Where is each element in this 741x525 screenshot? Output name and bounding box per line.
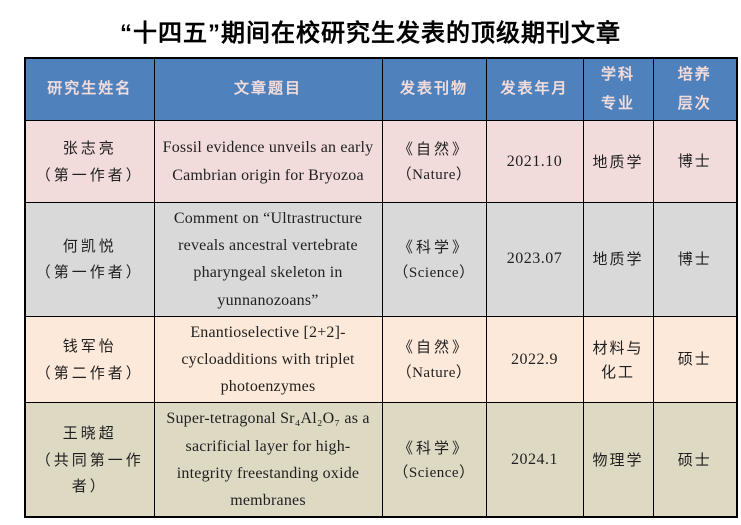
journal-table: 研究生姓名 文章题目 发表刊物 发表年月 学科 专业 培养 层次 张志亮 （第一作者… xyxy=(24,57,738,519)
column-header-article-title: 文章题目 xyxy=(153,57,383,121)
journal-name-cn: 《科学》 xyxy=(397,238,470,257)
author-role: （第一作者） xyxy=(35,165,144,184)
date-cell: 2024.1 xyxy=(485,402,584,518)
student-name-cell: 王晓超 （共同第一作者） xyxy=(24,402,155,518)
publish-date: 2023.07 xyxy=(506,250,563,268)
degree-level: 硕士 xyxy=(677,450,712,469)
discipline: 物理学 xyxy=(592,450,644,469)
article-title-cell: Super-tetragonal Sr₄Al₂O₇ as a sacrifici… xyxy=(153,402,383,518)
table-row: 张志亮 （第一作者） Fossil evidence unveils an ea… xyxy=(24,120,738,203)
discipline: 地质学 xyxy=(592,250,644,269)
journal-cell: 《科学》 （Science） xyxy=(381,202,487,317)
date-cell: 2023.07 xyxy=(485,202,584,317)
student-name-cell: 何凯悦 （第一作者） xyxy=(24,202,155,317)
journal-cell: 《科学》 （Science） xyxy=(381,402,487,518)
article-title-cell: Fossil evidence unveils an early Cambria… xyxy=(153,120,383,203)
level-cell: 硕士 xyxy=(652,402,738,518)
level-cell: 博士 xyxy=(652,202,738,317)
table-row: 王晓超 （共同第一作者） Super-tetragonal Sr₄Al₂O₇ a… xyxy=(24,402,738,518)
article-title: Super-tetragonal Sr₄Al₂O₇ as a sacrifici… xyxy=(166,410,370,509)
degree-level: 硕士 xyxy=(677,350,712,369)
column-header-student-name: 研究生姓名 xyxy=(24,57,155,121)
article-title-cell: Enantioselective [2+2]-cycloadditions wi… xyxy=(153,315,383,404)
date-cell: 2022.9 xyxy=(485,315,584,404)
student-name: 钱军怡 xyxy=(62,337,117,356)
discipline-cell: 地质学 xyxy=(582,120,654,203)
journal-name-cn: 《科学》 xyxy=(397,438,470,457)
journal-name-en: （Science） xyxy=(393,464,475,481)
journal-cell: 《自然》 （Nature） xyxy=(381,120,487,203)
discipline-cell: 物理学 xyxy=(582,402,654,518)
column-header-discipline: 学科 专业 xyxy=(582,57,654,121)
table-row: 何凯悦 （第一作者） Comment on “Ultrastructure re… xyxy=(24,202,738,317)
page-title: “十四五”期间在校研究生发表的顶级期刊文章 xyxy=(120,20,621,47)
degree-level: 博士 xyxy=(677,152,712,171)
publish-date: 2022.9 xyxy=(511,350,558,368)
column-header-date: 发表年月 xyxy=(485,57,584,121)
student-name: 王晓超 xyxy=(62,424,117,443)
table-row: 钱军怡 （第二作者） Enantioselective [2+2]-cycloa… xyxy=(24,315,738,404)
article-title: Fossil evidence unveils an early Cambria… xyxy=(162,139,374,184)
journal-name-en: （Science） xyxy=(393,264,475,281)
date-cell: 2021.10 xyxy=(485,120,584,203)
journal-name-en: （Nature） xyxy=(396,166,472,183)
journal-name-cn: 《自然》 xyxy=(397,338,470,357)
column-header-journal: 发表刊物 xyxy=(381,57,487,121)
degree-level: 博士 xyxy=(677,250,712,269)
header-row: 研究生姓名 文章题目 发表刊物 发表年月 学科 专业 培养 层次 xyxy=(24,57,738,121)
student-name: 何凯悦 xyxy=(62,237,117,256)
level-cell: 博士 xyxy=(652,120,738,203)
discipline-cell: 材料与化工 xyxy=(582,315,654,404)
article-title-cell: Comment on “Ultrastructure reveals ances… xyxy=(153,202,383,317)
level-cell: 硕士 xyxy=(652,315,738,404)
article-title: Comment on “Ultrastructure reveals ances… xyxy=(173,210,363,309)
author-role: （第一作者） xyxy=(35,263,144,282)
discipline: 地质学 xyxy=(592,152,644,171)
author-role: （第二作者） xyxy=(35,363,144,382)
student-name-cell: 张志亮 （第一作者） xyxy=(24,120,155,203)
discipline-cell: 地质学 xyxy=(582,202,654,317)
discipline: 材料与化工 xyxy=(592,338,644,381)
article-title: Enantioselective [2+2]-cycloadditions wi… xyxy=(181,323,355,396)
student-name-cell: 钱军怡 （第二作者） xyxy=(24,315,155,404)
publish-date: 2021.10 xyxy=(506,152,563,170)
journal-name-cn: 《自然》 xyxy=(397,140,470,159)
column-header-level: 培养 层次 xyxy=(652,57,738,121)
publish-date: 2024.1 xyxy=(511,450,558,468)
journal-name-en: （Nature） xyxy=(396,364,472,381)
journal-cell: 《自然》 （Nature） xyxy=(381,315,487,404)
author-role: （共同第一作者） xyxy=(35,450,144,495)
student-name: 张志亮 xyxy=(62,139,117,158)
